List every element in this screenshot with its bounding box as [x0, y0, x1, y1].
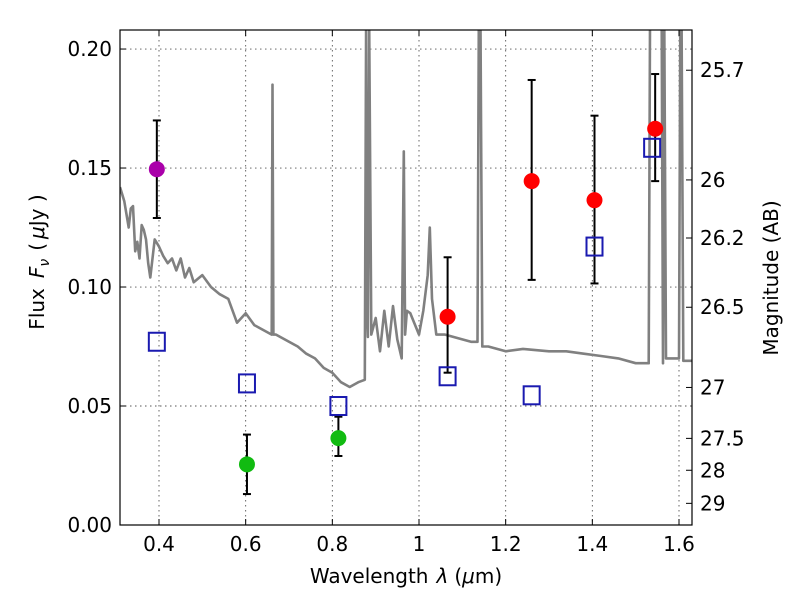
- y2-tick-label: 29: [700, 491, 725, 515]
- y2-tick-label: 26: [700, 168, 725, 192]
- observed-green-point: [330, 430, 347, 447]
- model-photometry-point: [438, 366, 457, 387]
- x-axis-label: Wavelength λ (μm): [310, 564, 502, 588]
- secondary-y-axis-label: Magnitude (AB): [759, 200, 783, 355]
- y2-tick-label: 27: [700, 375, 725, 399]
- x-tick-label: 1.6: [663, 532, 695, 556]
- y2-tick-label: 27.5: [700, 426, 745, 450]
- x-tick-label: 0.6: [230, 532, 262, 556]
- x-tick-label: 0.8: [316, 532, 348, 556]
- observed-green-point: [238, 456, 255, 473]
- y2-tick-label: 26.2: [700, 226, 745, 250]
- y-tick-label: 0.05: [67, 394, 112, 418]
- data-markers: [147, 120, 664, 473]
- model-photometry-point: [522, 385, 541, 406]
- model-photometry-point: [237, 373, 256, 394]
- y-tick-label: 0.00: [67, 513, 112, 537]
- x-tick-label: 0.4: [143, 532, 175, 556]
- observed-red-point: [647, 120, 664, 137]
- model-photometry-point: [329, 396, 348, 417]
- y2-tick-label: 25.7: [700, 58, 745, 82]
- y-axis-label: FluxFν(μJy ): [25, 194, 53, 329]
- y-tick-label: 0.15: [67, 156, 112, 180]
- model-sed-layer: [120, 30, 692, 389]
- observed-purple-point: [148, 161, 165, 178]
- x-tick-label: 1.2: [490, 532, 522, 556]
- y2-tick-label: 28: [700, 458, 725, 482]
- model-photometry-point: [643, 137, 662, 158]
- model-photometry-point: [147, 331, 166, 352]
- y-tick-label: 0.10: [67, 275, 112, 299]
- observed-red-point: [439, 308, 456, 325]
- y-tick-label: 0.20: [67, 37, 112, 61]
- observed-red-point: [586, 192, 603, 209]
- x-tick-label: 1: [413, 532, 426, 556]
- plot-frame: [119, 29, 693, 526]
- grid: [120, 30, 692, 526]
- observed-red-point: [523, 173, 540, 190]
- y2-tick-label: 26.5: [700, 295, 745, 319]
- axis-ticks: [120, 30, 692, 526]
- x-tick-label: 1.4: [576, 532, 608, 556]
- model-photometry-point: [585, 236, 604, 257]
- model-sed-curve: [120, 30, 692, 389]
